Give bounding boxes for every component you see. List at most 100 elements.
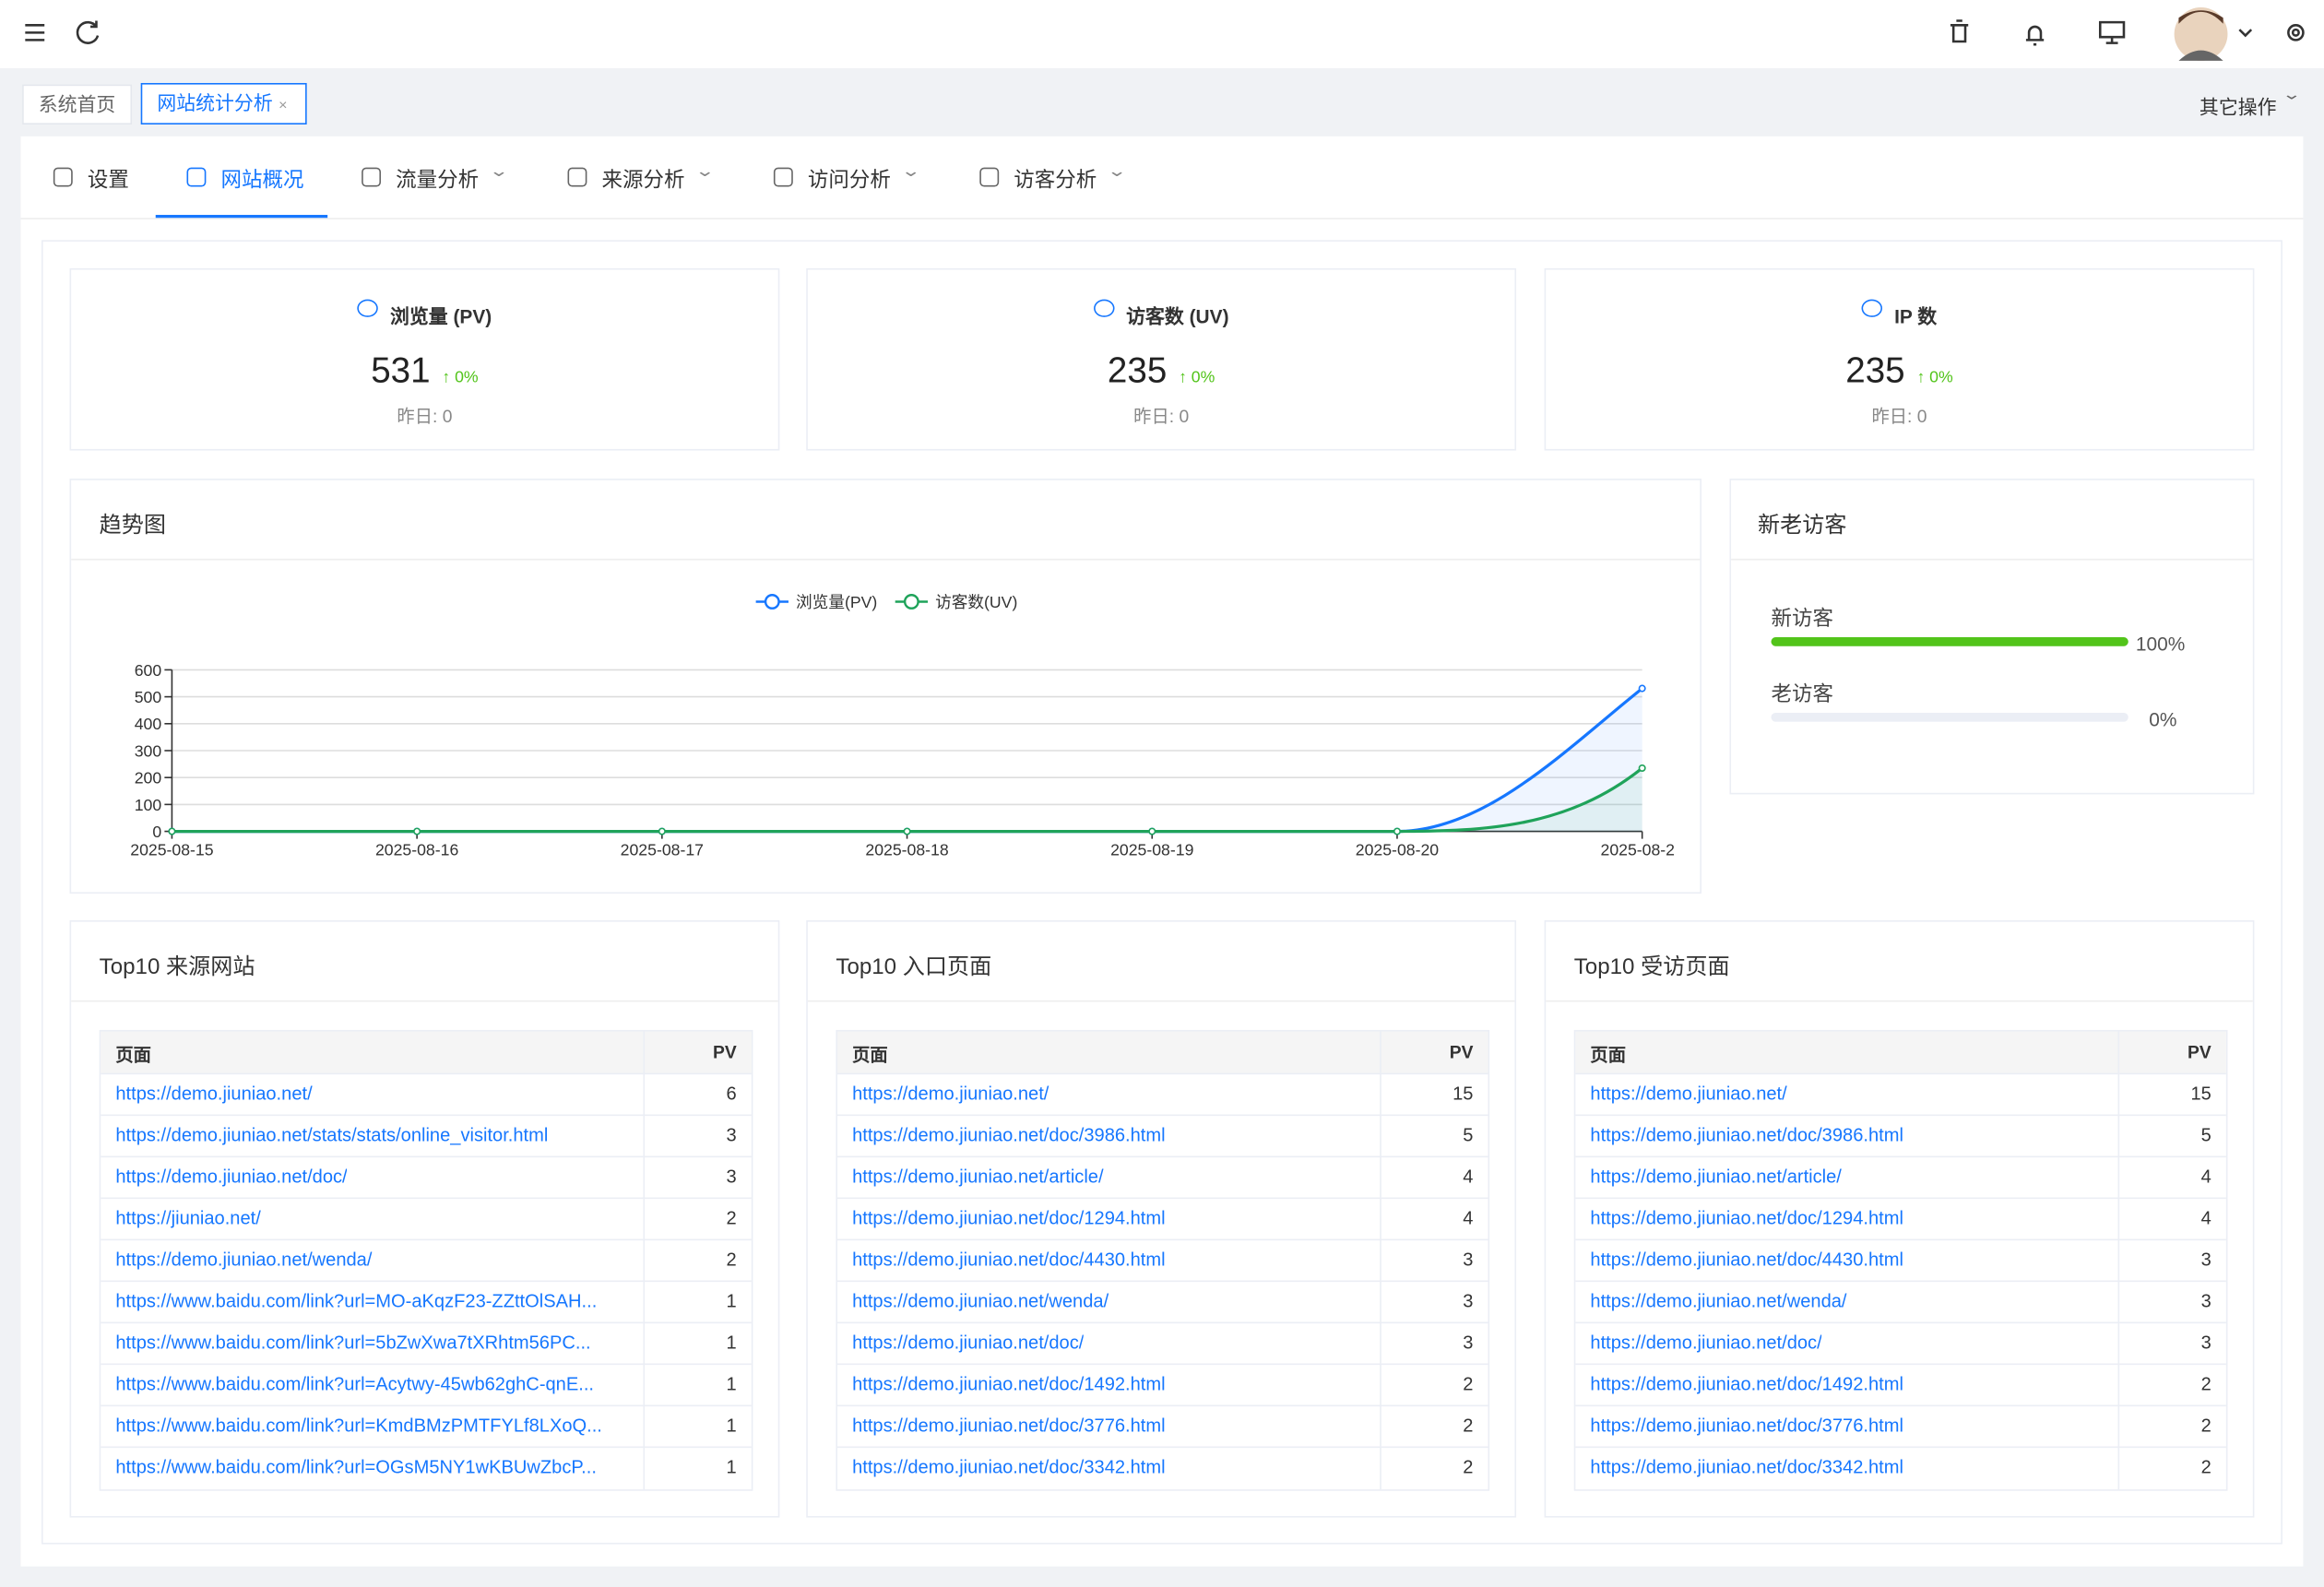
- tab-active[interactable]: 网站统计分析 ×: [140, 82, 307, 124]
- row-link[interactable]: https://demo.jiuniao.net/doc/3776.html: [1590, 1415, 1903, 1437]
- menu-icon: [362, 167, 382, 187]
- row-link[interactable]: https://demo.jiuniao.net/doc/1294.html: [1590, 1207, 1903, 1229]
- row-divider: [1575, 1238, 2226, 1241]
- row-pv: 5: [1463, 1124, 1474, 1146]
- tab-close[interactable]: ×: [279, 98, 288, 114]
- table-header: [1575, 1031, 2226, 1073]
- progress-text: 0%: [2149, 708, 2177, 731]
- row-divider: [1575, 1363, 2226, 1366]
- column-divider: [2117, 1031, 2120, 1490]
- row-link[interactable]: https://demo.jiuniao.net/doc/3986.html: [852, 1124, 1166, 1146]
- table-header: [101, 1031, 752, 1073]
- row-link[interactable]: https://demo.jiuniao.net/doc/3342.html: [852, 1456, 1166, 1478]
- menu-arrow: ⌄: [488, 162, 510, 182]
- y-tick-label: 0: [152, 823, 161, 841]
- row-link[interactable]: https://demo.jiuniao.net/: [115, 1083, 313, 1105]
- other-ops[interactable]: 其它操作: [2199, 96, 2277, 119]
- trash-icon[interactable]: [1950, 19, 1969, 43]
- row-link[interactable]: https://demo.jiuniao.net/doc/1294.html: [852, 1207, 1166, 1229]
- row-divider: [837, 1072, 1488, 1075]
- menu-icon: [773, 167, 793, 187]
- column-header: PV: [1449, 1041, 1474, 1063]
- trend-card: 趋势图 0 100 200 300 400 500 600 2025-08-15 2025-08-…: [69, 479, 1702, 894]
- row-link[interactable]: https://jiuniao.net/: [115, 1207, 261, 1229]
- row-link[interactable]: https://demo.jiuniao.net/article/: [1590, 1166, 1842, 1188]
- menu-item[interactable]: 网站概况: [220, 167, 304, 192]
- row-link[interactable]: https://demo.jiuniao.net/doc/4430.html: [852, 1249, 1166, 1271]
- settings-icon[interactable]: [2287, 24, 2305, 41]
- row-divider: [837, 1155, 1488, 1158]
- x-tick-label: 2025-08-21: [1601, 840, 1684, 859]
- stat-arrow: ↑: [1916, 369, 1926, 387]
- tab[interactable]: 系统首页: [22, 84, 133, 124]
- row-divider: [837, 1404, 1488, 1407]
- stat-value: 531: [371, 350, 431, 392]
- row-divider: [837, 1446, 1488, 1449]
- y-tick-label: 600: [135, 661, 162, 680]
- stat-icon: [1861, 299, 1883, 317]
- menu-arrow: ⌄: [694, 162, 716, 182]
- top-bar: [0, 0, 2324, 68]
- table: 页面 PV https://demo.jiuniao.net/15 https://d…: [1573, 1029, 2228, 1491]
- menu-icon[interactable]: [25, 24, 45, 41]
- row-link[interactable]: https://www.baidu.com/link?url=5bZwXwa7t…: [115, 1332, 591, 1354]
- column-header: 页面: [115, 1045, 151, 1066]
- row-link[interactable]: https://demo.jiuniao.net/doc/4430.html: [1590, 1249, 1903, 1271]
- row-divider: [101, 1197, 752, 1200]
- row-divider: [837, 1363, 1488, 1366]
- card-divider: [1731, 558, 2253, 561]
- row-pv: 2: [1463, 1456, 1474, 1478]
- row-pv: 1: [726, 1373, 737, 1395]
- row-link[interactable]: https://demo.jiuniao.net/doc/: [115, 1166, 348, 1188]
- menu-item[interactable]: 访问分析: [807, 167, 891, 192]
- row-pv: 15: [1452, 1083, 1474, 1105]
- row-link[interactable]: https://demo.jiuniao.net/doc/3342.html: [1590, 1456, 1903, 1478]
- row-divider: [101, 1404, 752, 1407]
- point: [903, 827, 911, 835]
- stat-card: 235 ↑ 0% 昨日: 0 访客数 (UV): [806, 267, 1517, 451]
- avatar[interactable]: [2174, 7, 2228, 61]
- stat-title: 浏览量 (PV): [71, 299, 778, 329]
- menu-item[interactable]: 设置: [87, 167, 129, 192]
- y-tick-label: 400: [135, 715, 162, 733]
- stat-row: 235 ↑ 0%: [808, 351, 1515, 393]
- menu-item[interactable]: 流量分析: [396, 167, 480, 192]
- row-link[interactable]: https://demo.jiuniao.net/doc/: [852, 1332, 1085, 1354]
- monitor-icon[interactable]: [2098, 20, 2126, 44]
- row-pv: 15: [2190, 1083, 2211, 1105]
- stat-label: IP 数: [1894, 305, 1938, 328]
- row-pv: 3: [1463, 1249, 1474, 1271]
- row-link[interactable]: https://www.baidu.com/link?url=OGsM5NY1w…: [115, 1456, 597, 1478]
- stat-value: 235: [1107, 350, 1168, 392]
- row-link[interactable]: https://www.baidu.com/link?url=MO-aKqzF2…: [115, 1290, 598, 1312]
- row-link[interactable]: https://demo.jiuniao.net/doc/1492.html: [852, 1373, 1166, 1395]
- legend-marker: [903, 594, 919, 610]
- table-card: Top10 入口页面 页面 PV https://demo.jiuniao.net/1…: [806, 920, 1517, 1518]
- row-link[interactable]: https://demo.jiuniao.net/wenda/: [852, 1290, 1109, 1312]
- row-link[interactable]: https://demo.jiuniao.net/doc/3986.html: [1590, 1124, 1903, 1146]
- row-link[interactable]: https://demo.jiuniao.net/: [1590, 1083, 1787, 1105]
- user-dropdown[interactable]: [2238, 29, 2253, 38]
- row-link[interactable]: https://demo.jiuniao.net/wenda/: [115, 1249, 373, 1271]
- point: [168, 827, 176, 835]
- row-link[interactable]: https://demo.jiuniao.net/: [852, 1083, 1049, 1105]
- menu-item[interactable]: 访客分析: [1014, 167, 1097, 192]
- row-pv: 2: [2200, 1373, 2211, 1395]
- menu-arrow: ⌄: [900, 162, 921, 182]
- card-divider: [71, 1000, 778, 1002]
- visitor-label: 老访客: [1771, 681, 1833, 705]
- row-link[interactable]: https://www.baidu.com/link?url=Acytwy-45…: [115, 1373, 594, 1395]
- row-link[interactable]: https://demo.jiuniao.net/doc/: [1590, 1332, 1822, 1354]
- card-title: 新老访客: [1758, 513, 1847, 539]
- menu-active-bar: [155, 215, 328, 219]
- row-link[interactable]: https://demo.jiuniao.net/doc/3776.html: [852, 1415, 1166, 1437]
- menu-icon: [186, 167, 207, 187]
- row-link[interactable]: https://demo.jiuniao.net/stats/stats/onl…: [115, 1124, 549, 1146]
- row-link[interactable]: https://demo.jiuniao.net/doc/1492.html: [1590, 1373, 1903, 1395]
- refresh-icon[interactable]: [76, 20, 100, 44]
- menu-item[interactable]: 来源分析: [601, 167, 685, 192]
- row-link[interactable]: https://www.baidu.com/link?url=KmdBMzPMT…: [115, 1415, 602, 1437]
- bell-icon[interactable]: [2025, 25, 2045, 46]
- row-link[interactable]: https://demo.jiuniao.net/wenda/: [1590, 1290, 1847, 1312]
- row-link[interactable]: https://demo.jiuniao.net/article/: [852, 1166, 1104, 1188]
